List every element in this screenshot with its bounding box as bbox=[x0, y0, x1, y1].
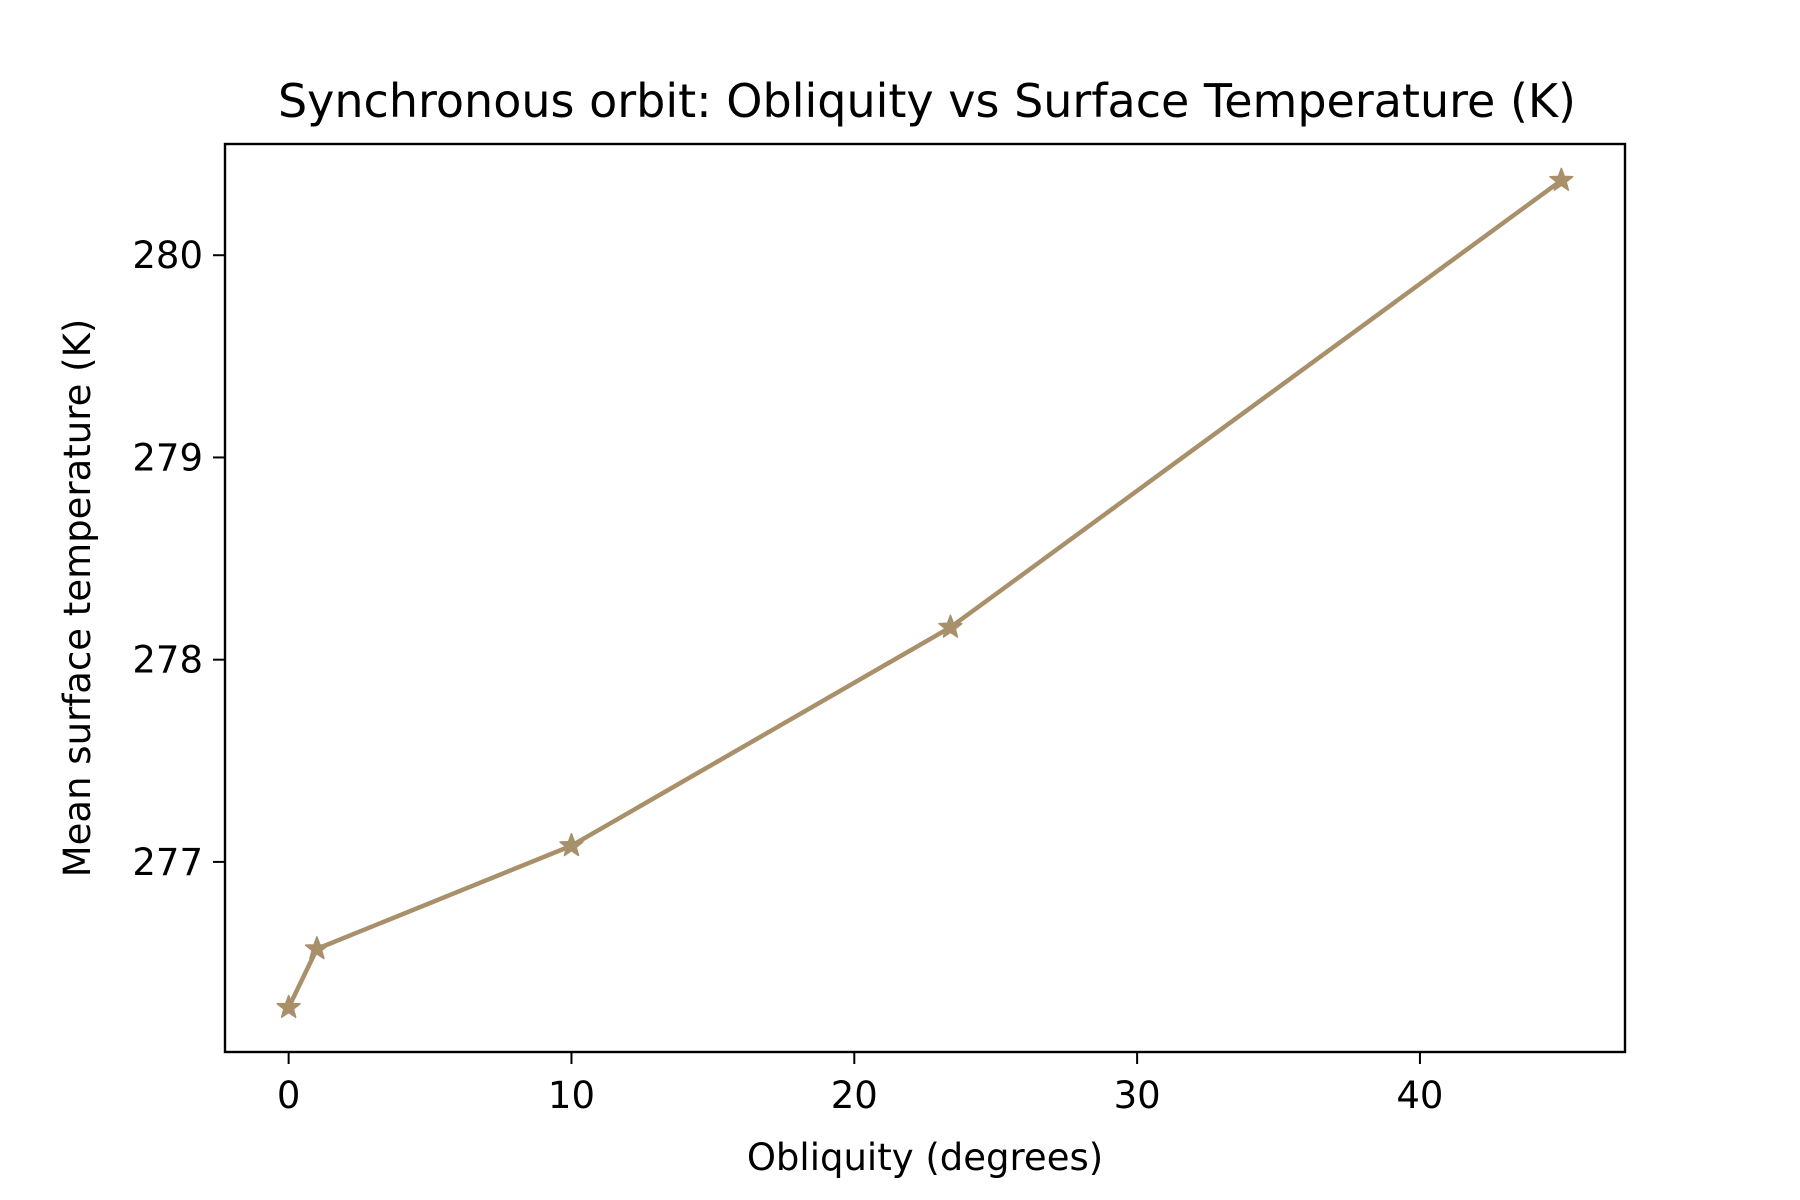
data-point-0-3 bbox=[938, 614, 963, 638]
x-tick-label-0: 0 bbox=[277, 1074, 301, 1117]
y-tick-label-0: 277 bbox=[132, 841, 203, 884]
x-tick-label-1: 10 bbox=[548, 1074, 595, 1117]
y-tick-label-2: 279 bbox=[132, 436, 203, 479]
series-line-0 bbox=[286, 178, 1564, 1010]
series-layer bbox=[276, 167, 1574, 1018]
y-axis: 277 278 279 280 bbox=[132, 234, 225, 884]
x-tick-label-3: 30 bbox=[1114, 1074, 1161, 1117]
data-point-0-2 bbox=[559, 832, 584, 857]
plot-frame bbox=[223, 142, 1627, 1054]
x-axis-label: Obliquity (degrees) bbox=[747, 1136, 1103, 1179]
chart-title: Synchronous orbit: Obliquity vs Surface … bbox=[278, 74, 1576, 128]
x-axis: 0 10 20 30 40 bbox=[277, 1052, 1443, 1117]
x-tick-label-2: 20 bbox=[831, 1074, 878, 1117]
data-point-0-1 bbox=[304, 936, 330, 960]
y-tick-label-1: 278 bbox=[132, 639, 203, 682]
y-axis-label: Mean surface temperature (K) bbox=[56, 319, 99, 878]
x-tick-label-4: 40 bbox=[1396, 1074, 1443, 1117]
plot-area bbox=[223, 142, 1627, 1054]
data-point-0-0 bbox=[276, 994, 301, 1018]
data-point-0-4 bbox=[1549, 167, 1574, 191]
y-tick-label-3: 280 bbox=[132, 234, 203, 277]
